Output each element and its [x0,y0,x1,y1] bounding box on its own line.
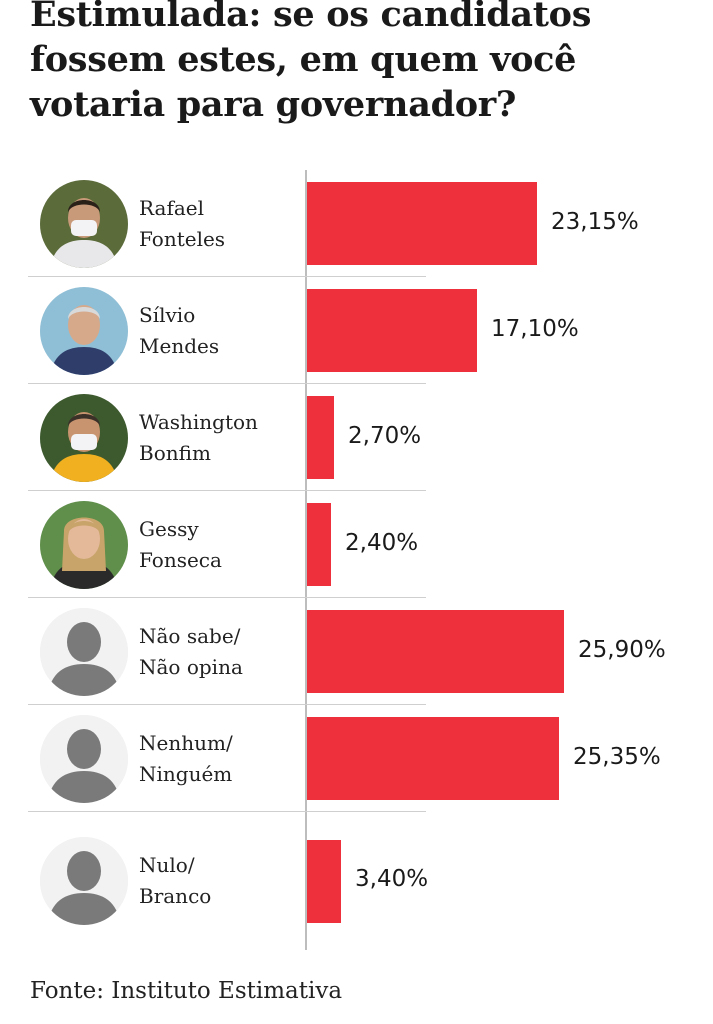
chart-row: Gessy Fonseca 2,40% [0,491,713,598]
data-label: 23,15% [551,208,639,235]
category-label: Rafael Fonteles [139,195,226,251]
row-separator [28,383,426,384]
bar-chart: Rafael Fonteles 23,15% Sílvio Mendes 17,10%… [0,170,713,950]
chart-row: Não sabe/ Não opina 25,90% [0,598,713,705]
bar [307,717,559,800]
bar [307,610,564,693]
category-label: Não sabe/ Não opina [139,623,243,679]
row-separator [28,704,426,705]
chart-title: Estimulada: se os candidatos fossem este… [30,0,592,125]
chart-row: Sílvio Mendes 17,10% [0,277,713,384]
data-label: 2,40% [345,529,419,556]
category-label: Nulo/ Branco [139,853,212,908]
person-placeholder-icon [40,837,128,925]
data-label: 25,35% [573,743,661,770]
bar [307,396,334,479]
row-separator [28,490,426,491]
category-label: Gessy Fonseca [139,516,222,572]
candidate-photo [40,393,128,482]
chart-row: Washington Bonfim 2,70% [0,384,713,491]
bar [307,289,477,372]
chart-axis-line [305,170,307,950]
bar [307,182,537,265]
candidate-photo [40,500,128,589]
person-placeholder-icon [40,714,128,803]
chart-row: Rafael Fonteles 23,15% [0,170,713,277]
category-label: Sílvio Mendes [139,302,220,358]
data-label: 3,40% [355,866,429,892]
data-label: 2,70% [348,422,422,449]
data-label: 17,10% [491,315,579,342]
category-label: Nenhum/ Ninguém [139,730,233,786]
person-placeholder-icon [40,607,128,696]
bar [307,839,341,923]
candidate-photo [40,286,128,375]
source-note: Fonte: Instituto Estimativa [30,978,343,1004]
data-label: 25,90% [578,636,666,663]
row-separator [28,276,426,277]
candidate-photo [40,179,128,268]
chart-row: Nenhum/ Ninguém 25,35% [0,705,713,812]
row-separator [28,597,426,598]
chart-row: Nulo/ Branco 3,40% [0,812,713,950]
category-label: Washington Bonfim [139,409,258,465]
row-separator [28,811,426,812]
bar [307,503,331,586]
